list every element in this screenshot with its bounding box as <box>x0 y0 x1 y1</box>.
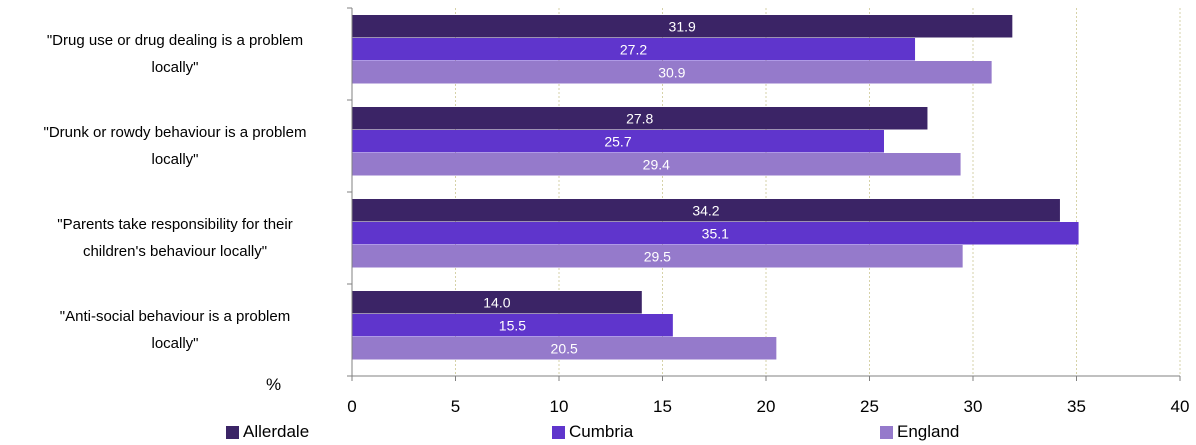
category-label-line: locally" <box>151 151 199 168</box>
category-label-line: "Anti-social behaviour is a problem <box>59 308 291 325</box>
x-tick-label: 10 <box>550 397 569 416</box>
bar-cumbria <box>352 314 673 337</box>
data-label: 29.5 <box>644 248 671 264</box>
legend-label: Cumbria <box>569 422 634 441</box>
bar-cumbria <box>352 130 884 153</box>
legend-swatch <box>880 425 893 439</box>
legend-swatch <box>226 425 239 439</box>
bar-england <box>352 153 961 176</box>
legend-swatch <box>552 425 565 439</box>
data-label: 27.2 <box>620 41 647 57</box>
category-label: "Drunk or rowdy behaviour is a problem lo… <box>5 119 345 173</box>
x-tick-label: 20 <box>757 397 776 416</box>
bar-allerdale <box>352 291 642 314</box>
bar-allerdale <box>352 199 1060 222</box>
x-tick-label: 5 <box>451 397 460 416</box>
category-label: "Anti-social behaviour is a problem local… <box>5 303 345 357</box>
x-tick-label: 40 <box>1171 397 1190 416</box>
data-label: 30.9 <box>658 64 685 80</box>
category-label: "Drug use or drug dealing is a problem lo… <box>5 27 345 81</box>
data-label: 29.4 <box>643 156 670 172</box>
category-label-line: locally" <box>151 335 199 352</box>
bar-cumbria <box>352 38 916 61</box>
category-label-line: "Drug use or drug dealing is a problem <box>46 32 304 49</box>
x-axis-unit-label: % <box>266 375 282 394</box>
data-label: 31.9 <box>669 18 696 34</box>
data-label: 20.5 <box>551 340 578 356</box>
category-label: "Parents take responsibility for their ch… <box>5 211 345 265</box>
legend-label: Allerdale <box>243 422 310 441</box>
data-label: 15.5 <box>499 317 526 333</box>
bar-england <box>352 245 963 268</box>
category-label-line: locally" <box>151 59 199 76</box>
data-label: 25.7 <box>604 133 631 149</box>
data-label: 34.2 <box>692 202 719 218</box>
x-tick-label: 0 <box>347 397 356 416</box>
x-tick-label: 30 <box>964 397 983 416</box>
category-label-line: "Drunk or rowdy behaviour is a problem <box>43 124 307 141</box>
legend-label: England <box>897 422 960 441</box>
bar-allerdale <box>352 15 1013 38</box>
bar-allerdale <box>352 107 928 130</box>
bar-england <box>352 337 777 360</box>
legend-item-cumbria: Cumbria <box>552 420 633 444</box>
x-tick-label: 25 <box>860 397 879 416</box>
legend-item-england: England <box>880 420 959 444</box>
data-label: 35.1 <box>702 225 729 241</box>
category-label-line: children's behaviour locally" <box>82 243 268 260</box>
legend-item-allerdale: Allerdale <box>226 420 309 444</box>
category-label-line: "Parents take responsibility for their <box>57 216 293 233</box>
x-tick-label: 35 <box>1067 397 1086 416</box>
bar-england <box>352 61 992 84</box>
bar-cumbria <box>352 222 1079 245</box>
data-label: 27.8 <box>626 110 653 126</box>
data-label: 14.0 <box>483 294 510 310</box>
x-tick-label: 15 <box>653 397 672 416</box>
